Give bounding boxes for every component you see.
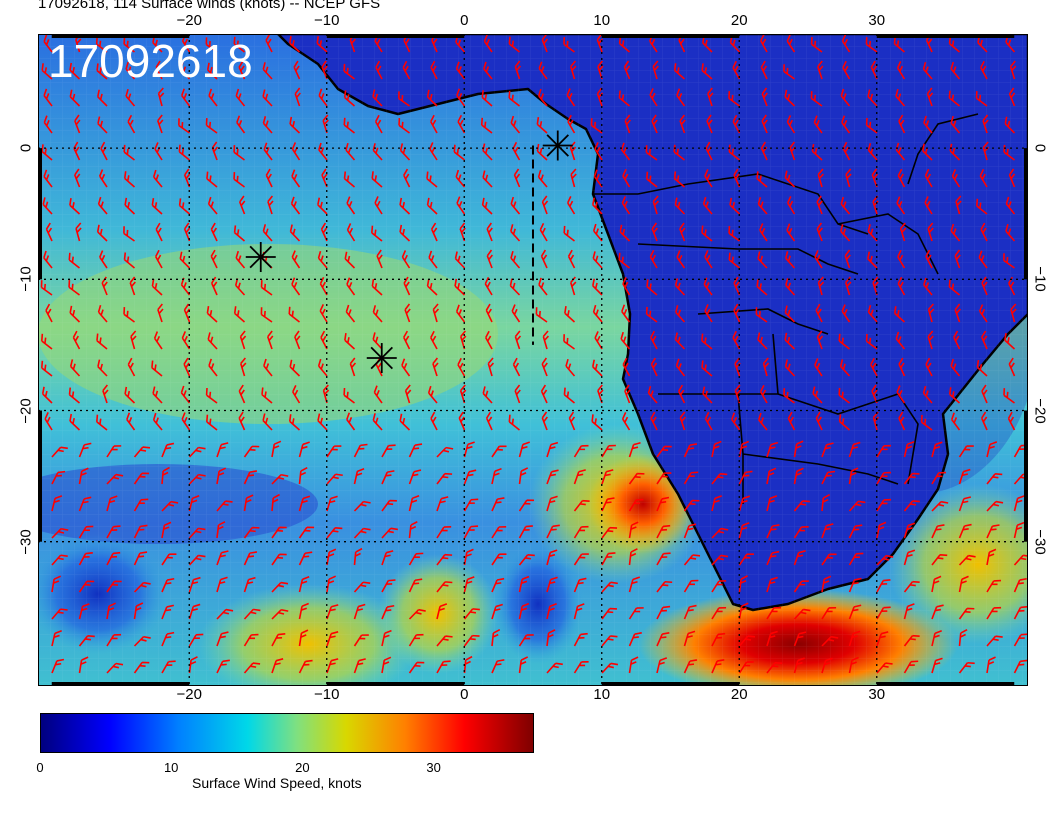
lon-tick-label-bottom: 0 xyxy=(460,686,469,703)
lon-tick-label-top: 20 xyxy=(730,12,748,29)
storm-marker-icon xyxy=(245,242,276,273)
storm-marker-icon xyxy=(366,343,397,374)
top-edge-bar xyxy=(876,34,1015,38)
right-edge-bar xyxy=(1024,148,1028,280)
lon-tick-label-bottom: −10 xyxy=(314,686,340,703)
wind-map[interactable] xyxy=(0,32,1056,704)
wind-barbs xyxy=(40,33,1031,674)
lat-tick-label-left: −20 xyxy=(17,397,35,424)
storm-markers xyxy=(245,130,573,374)
lat-tick-label-right: −30 xyxy=(1031,528,1049,555)
bottom-edge-bar xyxy=(326,682,465,686)
lat-tick-label-right: 0 xyxy=(1031,143,1049,153)
top-edge-bar xyxy=(51,34,190,38)
bottom-edge-bar xyxy=(51,682,190,686)
lon-tick-label-bottom: 30 xyxy=(868,686,886,703)
bottom-edge-bar xyxy=(876,682,1015,686)
colorbar-label: Surface Wind Speed, knots xyxy=(192,775,362,791)
graticule xyxy=(38,34,1028,686)
map-axes xyxy=(38,34,1028,686)
lon-tick-label-top: −20 xyxy=(176,12,202,29)
colorbar xyxy=(40,713,534,753)
colorbar-tick-label: 20 xyxy=(295,760,310,775)
lon-tick-label-bottom: 20 xyxy=(730,686,748,703)
left-edge-bar xyxy=(38,410,42,542)
lat-tick-label-left: 0 xyxy=(17,143,35,153)
lat-tick-label-right: −20 xyxy=(1031,397,1049,424)
map-frame xyxy=(38,34,1028,686)
lon-tick-label-bottom: −20 xyxy=(176,686,202,703)
map-title: 17092618, 114 Surface winds (knots) -- N… xyxy=(38,0,381,12)
top-edge-bar xyxy=(601,34,740,38)
colorbar-tick-label: 0 xyxy=(36,760,44,775)
timestamp-overlay: 17092618 xyxy=(48,35,253,87)
right-edge-bar xyxy=(1024,410,1028,542)
lon-tick-label-bottom: 10 xyxy=(593,686,611,703)
lat-tick-label-left: −30 xyxy=(17,528,35,555)
wind-map-canvas xyxy=(0,32,1056,704)
colorbar-tick-label: 30 xyxy=(426,760,441,775)
lon-tick-label-top: 30 xyxy=(868,12,886,29)
lon-tick-label-top: 0 xyxy=(460,12,469,29)
lat-tick-label-right: −10 xyxy=(1031,266,1049,293)
bottom-edge-bar xyxy=(601,682,740,686)
top-edge-bar xyxy=(326,34,465,38)
lon-tick-label-top: −10 xyxy=(314,12,340,29)
colorbar-tick-label: 10 xyxy=(163,760,179,775)
lat-tick-label-left: −10 xyxy=(17,266,35,293)
lon-tick-label-top: 10 xyxy=(593,12,611,29)
storm-marker-icon xyxy=(542,130,573,161)
left-edge-bar xyxy=(38,148,42,280)
